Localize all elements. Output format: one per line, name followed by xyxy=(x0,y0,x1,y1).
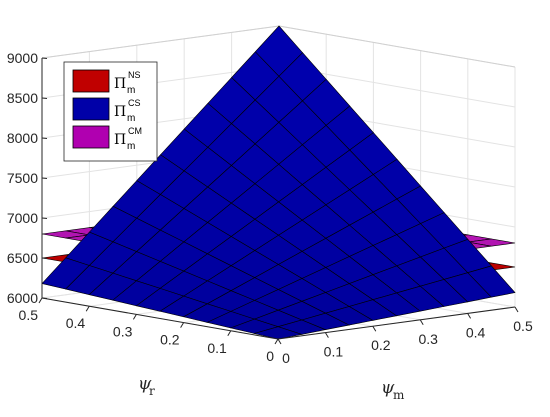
x-tick-mark xyxy=(324,332,329,338)
z-tick-mark xyxy=(41,177,48,179)
x-tick-mark xyxy=(277,338,282,345)
surface-cell xyxy=(253,326,303,340)
x-tick-mark xyxy=(514,306,519,313)
z-tick-mark xyxy=(41,57,48,59)
legend-item-cm: Π CM m xyxy=(72,125,142,152)
legend-sup-cm: CM xyxy=(128,126,142,136)
legend-sup-cs: CS xyxy=(128,98,141,108)
y-axis-line xyxy=(41,297,279,340)
tick-layer: 6000 6500 7000 7500 8000 8500 9000 0 0.1 0.2 0.3 0.… xyxy=(7,50,533,366)
surface-cs xyxy=(41,25,516,340)
y-axis-label-symbol: ψ xyxy=(138,374,152,394)
y-tick-label: 0.2 xyxy=(160,332,180,348)
legend-label-cs: Π xyxy=(114,104,126,120)
x-tick-label: 0.3 xyxy=(418,331,438,347)
x-tick-mark xyxy=(372,325,377,332)
legend-label-cm: Π xyxy=(114,132,126,148)
y-tick-label: 0.3 xyxy=(113,323,133,339)
y-tick-mark xyxy=(38,297,43,304)
legend-swatch-cm xyxy=(72,125,110,149)
z-tick-label: 7000 xyxy=(7,210,38,226)
y-axis-label-subscript: r xyxy=(149,384,155,398)
z-tick-label: 9000 xyxy=(7,50,38,66)
z-tick-label: 8000 xyxy=(7,130,38,146)
legend-item-cs: Π CS m xyxy=(72,97,141,124)
z-tick-label: 7500 xyxy=(7,170,38,186)
surface-layer xyxy=(41,25,516,340)
y-tick-label: 0.5 xyxy=(19,307,39,323)
z-tick-mark xyxy=(41,97,48,99)
z-tick-mark xyxy=(41,217,48,219)
z-tick-mark xyxy=(41,137,48,139)
x-axis-label: ψ m xyxy=(381,378,405,402)
legend-swatch-ns xyxy=(72,69,110,93)
x-tick-label: 0.2 xyxy=(371,337,391,353)
y-tick-label: 0 xyxy=(266,348,274,364)
x-tick-label: 0.4 xyxy=(466,324,486,340)
x-tick-label: 0.1 xyxy=(324,344,344,360)
legend-label-ns: Π xyxy=(114,76,126,92)
x-tick-mark xyxy=(419,319,424,326)
legend-sub-ns: m xyxy=(127,85,135,96)
x-axis-label-symbol: ψ xyxy=(381,378,395,398)
y-tick-mark xyxy=(274,338,279,345)
y-tick-mark xyxy=(85,305,90,312)
legend-sup-ns: NS xyxy=(128,70,141,80)
y-tick-mark xyxy=(180,322,185,328)
legend-sub-cs: m xyxy=(127,113,135,124)
x-tick-mark xyxy=(467,313,472,319)
z-tick-label: 6500 xyxy=(7,250,38,266)
y-tick-label: 0.4 xyxy=(66,315,86,331)
z-tick-mark xyxy=(41,257,48,259)
y-tick-mark xyxy=(227,330,232,337)
legend-swatch-cs xyxy=(72,97,110,121)
y-tick-label: 0.1 xyxy=(207,340,227,356)
y-tick-mark xyxy=(132,314,137,320)
x-axis-line xyxy=(277,306,516,340)
y-axis-label: ψ r xyxy=(138,374,155,398)
x-tick-label: 0.5 xyxy=(513,318,533,334)
z-tick-label: 8500 xyxy=(7,90,38,106)
legend: Π NS m Π CS m Π CM m xyxy=(63,61,158,162)
legend-item-ns: Π NS m xyxy=(72,69,141,96)
z-tick-label: 6000 xyxy=(7,290,38,306)
x-tick-label: 0 xyxy=(282,350,290,366)
legend-sub-cm: m xyxy=(127,141,135,152)
x-axis-label-subscript: m xyxy=(393,388,405,402)
